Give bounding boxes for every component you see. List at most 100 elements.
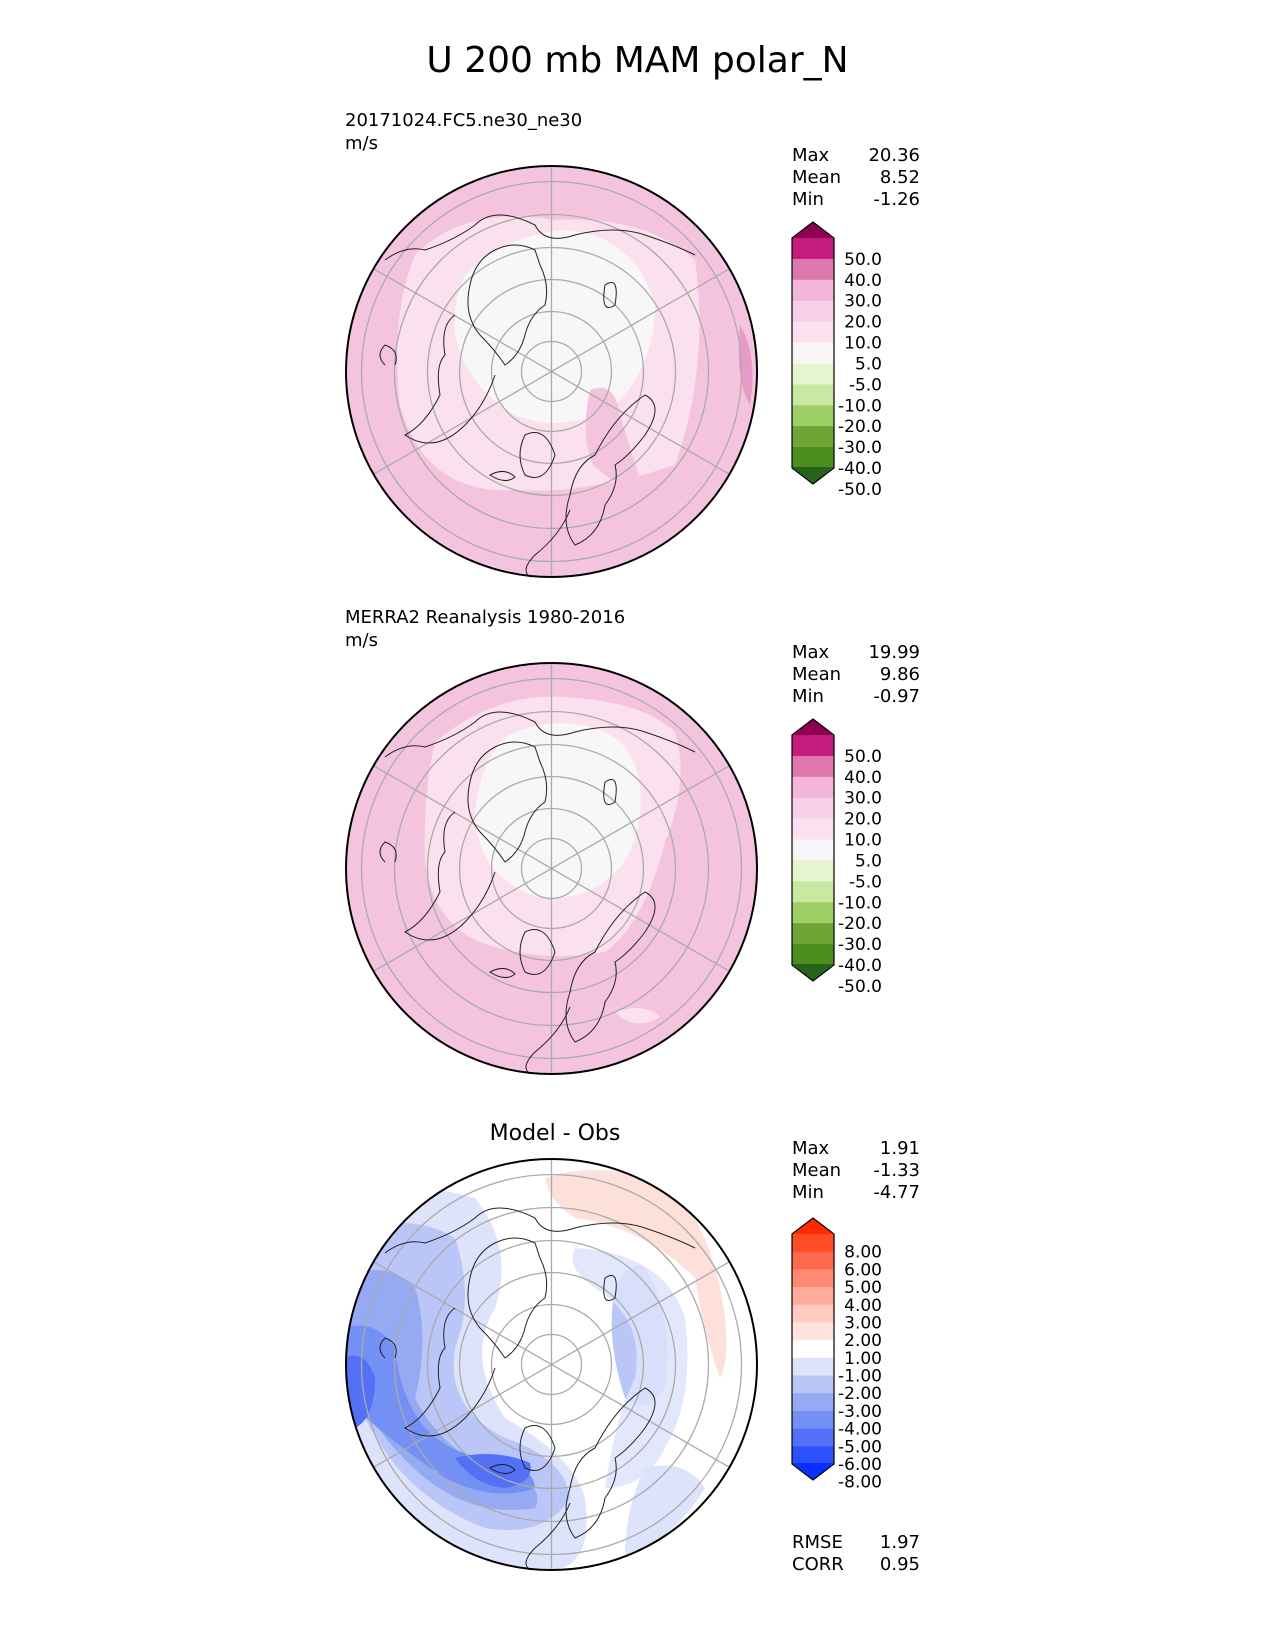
map-boundary xyxy=(345,662,758,1075)
panel1-case-name: 20171024.FC5.ne30_ne30 xyxy=(345,110,583,131)
colorbar-tick-label: -30.0 xyxy=(838,935,882,955)
colorbar-swatch xyxy=(792,944,834,966)
panel2-colorbar: 50.040.030.020.010.05.0-5.0-10.0-20.0-30… xyxy=(791,718,882,997)
colorbar-tick-label: 1.00 xyxy=(844,1349,882,1369)
colorbar-swatch xyxy=(792,238,834,260)
colorbar-swatch xyxy=(792,300,834,323)
colorbar-swatch xyxy=(792,342,834,365)
stat-value: 19.99 xyxy=(868,642,920,663)
colorbar-tick-label: 50.0 xyxy=(844,747,882,767)
colorbar-tick-label: -20.0 xyxy=(838,417,882,437)
panel2-units: m/s xyxy=(345,630,378,651)
stat-value: -1.33 xyxy=(873,1160,920,1181)
colorbar-extend-bottom xyxy=(792,467,834,484)
colorbar-swatch xyxy=(792,755,834,778)
stat-label: Mean xyxy=(792,664,842,685)
colorbar-swatch xyxy=(792,1287,834,1306)
panel2-stats: Max 19.99 Mean 9.86 Min -0.97 xyxy=(792,642,920,708)
colorbar-swatch xyxy=(792,321,834,344)
colorbar-tick-label: 5.0 xyxy=(855,851,882,871)
colorbar-tick-label: 30.0 xyxy=(844,292,882,312)
colorbar-tick-label: 3.00 xyxy=(844,1313,882,1333)
colorbar-tick-label: 20.0 xyxy=(844,313,882,333)
panel3-title: Model - Obs xyxy=(489,1121,621,1146)
colorbar-extend-bottom xyxy=(792,964,834,981)
colorbar-swatch xyxy=(792,363,834,385)
colorbar-tick-label: 40.0 xyxy=(844,271,882,291)
metric-value: 1.97 xyxy=(879,1532,920,1553)
panel3-colorbar: 8.006.005.004.003.002.001.00-1.00-2.00-3… xyxy=(791,1217,882,1493)
stat-label: Max xyxy=(792,145,830,166)
colorbar-tick-label: -3.00 xyxy=(838,1402,882,1422)
panel3-stats: Max 1.91 Mean -1.33 Min -4.77 xyxy=(792,1138,920,1204)
map-fill-neg5to5 xyxy=(475,723,641,899)
colorbar-tick-label: 30.0 xyxy=(844,789,882,809)
map-fill-10to20-tongue xyxy=(585,387,645,495)
colorbar-outline xyxy=(791,1217,835,1481)
metric-value: 0.95 xyxy=(879,1554,920,1575)
map-fill-1to2 xyxy=(545,1170,727,1378)
colorbar-tick-label: 6.00 xyxy=(844,1260,882,1280)
stat-label: Min xyxy=(792,189,824,210)
colorbar-tick-label: 2.00 xyxy=(844,1331,882,1351)
colorbar-swatch xyxy=(792,279,834,302)
colorbar-tick-label: -50.0 xyxy=(838,480,882,500)
colorbar-swatch xyxy=(792,1357,834,1377)
stat-value: 20.36 xyxy=(868,145,920,166)
metric-label: RMSE xyxy=(792,1532,843,1553)
colorbar-tick-label: -40.0 xyxy=(838,459,882,479)
colorbar-tick-label: -10.0 xyxy=(838,396,882,416)
map-graticule xyxy=(360,1159,743,1570)
colorbar-swatch xyxy=(792,1375,834,1394)
colorbar-tick-label: 50.0 xyxy=(844,250,882,270)
map-boundary xyxy=(345,165,758,578)
colorbar-tick-label: -2.00 xyxy=(838,1384,882,1404)
colorbar-tick-label: 10.0 xyxy=(844,831,882,851)
colorbar-swatch xyxy=(792,384,834,406)
panel1-polar-map xyxy=(345,165,758,578)
panel1-stats: Max 20.36 Mean 8.52 Min -1.26 xyxy=(792,145,920,211)
colorbar-tick-label: 10.0 xyxy=(844,334,882,354)
colorbar-tick-label: 5.00 xyxy=(844,1278,882,1298)
colorbar-swatch xyxy=(792,923,834,945)
colorbar-tick-label: 5.0 xyxy=(855,354,882,374)
map-coastlines xyxy=(379,1207,696,1571)
colorbar-tick-label: 40.0 xyxy=(844,768,882,788)
map-boundary xyxy=(345,1158,758,1571)
stat-label: Max xyxy=(792,642,830,663)
colorbar-outline xyxy=(791,221,835,485)
figure-title: U 200 mb MAM polar_N xyxy=(426,40,849,81)
colorbar-extend-top xyxy=(792,222,834,239)
stat-value: -0.97 xyxy=(873,686,920,707)
colorbar-swatch xyxy=(792,735,834,757)
colorbar-swatch xyxy=(792,1428,834,1447)
stat-label: Mean xyxy=(792,167,842,188)
colorbar-swatch xyxy=(792,1410,834,1430)
colorbar-tick-label: -6.00 xyxy=(838,1455,882,1475)
stat-label: Mean xyxy=(792,1160,842,1181)
colorbar-tick-label: -1.00 xyxy=(838,1367,882,1387)
panel3-polar-map xyxy=(345,1158,758,1571)
panel1-units: m/s xyxy=(345,133,378,154)
colorbar-tick-label: -4.00 xyxy=(838,1420,882,1440)
map-fill-neg5to5 xyxy=(454,230,655,423)
colorbar-swatch xyxy=(792,405,834,427)
metric-label: CORR xyxy=(792,1554,844,1575)
colorbar-swatch xyxy=(792,839,834,862)
colorbar-swatch xyxy=(792,902,834,924)
map-fill-20to30 xyxy=(738,325,753,405)
colorbar-swatch xyxy=(792,1251,834,1270)
colorbar-swatch xyxy=(792,860,834,882)
colorbar-swatch xyxy=(792,426,834,448)
panel2-polar-map xyxy=(345,662,758,1075)
panel2-case-name: MERRA2 Reanalysis 1980-2016 xyxy=(345,607,626,628)
colorbar-tick-label: -50.0 xyxy=(838,977,882,997)
map-coastlines xyxy=(379,214,696,578)
map-graticule xyxy=(360,663,743,1074)
colorbar-tick-label: 8.00 xyxy=(844,1243,882,1263)
colorbar-extend-bottom xyxy=(792,1463,834,1480)
map-fill-5to10-patch xyxy=(615,1008,660,1024)
colorbar-extend-top xyxy=(792,1218,834,1235)
colorbar-swatch xyxy=(792,447,834,469)
colorbar-tick-label: -40.0 xyxy=(838,956,882,976)
